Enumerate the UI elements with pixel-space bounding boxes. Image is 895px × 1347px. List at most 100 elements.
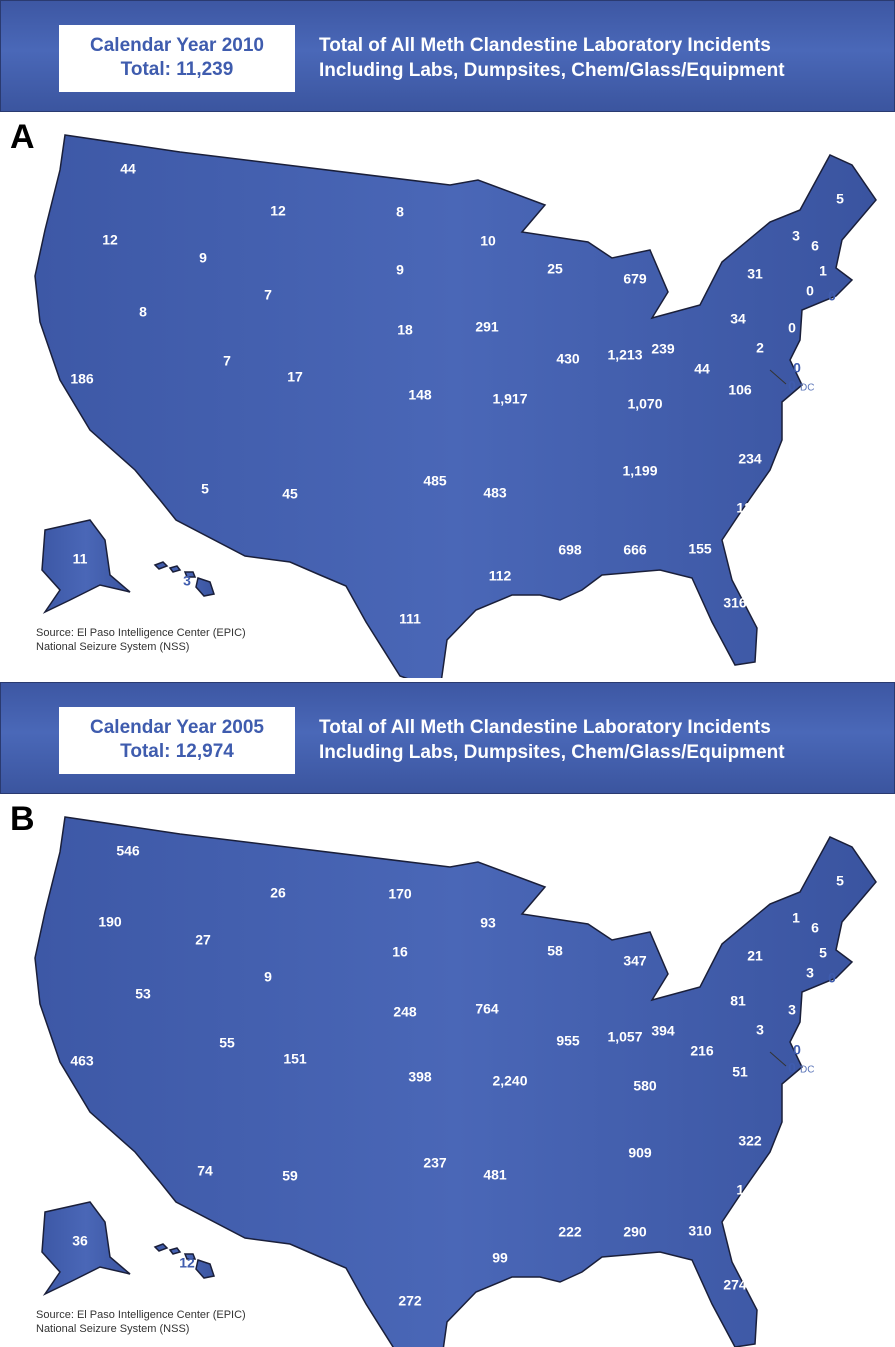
state-value-nv: 8 [139,304,147,320]
state-value-dc: 0 [788,378,796,394]
state-value-wa: 44 [120,161,136,177]
state-value-wy: 7 [264,287,272,303]
state-value-ga: 155 [688,541,712,557]
state-value-mn: 93 [480,915,496,931]
state-value-co: 17 [287,369,303,385]
state-value-az: 74 [197,1163,213,1179]
state-value-mn: 10 [480,233,496,249]
state-value-md: 2 [756,340,764,356]
hawaii-shape [153,561,215,597]
state-value-ky: 1,070 [627,396,662,412]
state-value-la: 112 [489,568,512,584]
total-count: Total: 11,239 [120,59,234,80]
source-line-2: National Seizure System (NSS) [36,1323,190,1335]
description-line-1: Total of All Meth Clandestine Laboratory… [319,35,771,56]
panel-label: A [10,118,35,156]
state-value-de: 0 [793,1042,801,1058]
state-value-me: 5 [836,873,844,889]
state-value-fl: 274 [723,1277,747,1293]
state-value-il: 955 [556,1033,580,1049]
state-value-ma: 1 [819,263,827,279]
state-value-ny: 21 [747,948,763,964]
state-value-ia: 764 [475,1001,499,1017]
total-count: Total: 12,974 [120,741,234,762]
state-value-or: 12 [102,232,118,248]
state-value-il: 430 [556,351,580,367]
panel-header: Calendar Year 2005 Total: 12,974 Total o… [0,682,895,794]
header-description: Total of All Meth Clandestine Laboratory… [319,715,785,765]
state-value-de: 0 [793,360,801,376]
state-value-ar: 481 [483,1167,507,1183]
year-title: Calendar Year 2005 [90,717,264,738]
state-value-tn: 909 [628,1145,652,1161]
source-line-2: National Seizure System (NSS) [36,641,190,653]
state-value-wi: 58 [547,943,563,959]
contiguous-us-shape [34,134,877,678]
state-value-ky: 580 [633,1078,657,1094]
state-value-ne: 248 [393,1004,417,1020]
state-value-co: 151 [283,1051,307,1067]
state-value-ct: 3 [806,965,814,981]
state-value-id: 9 [199,250,207,266]
state-value-nm: 45 [282,486,298,502]
state-value-mo: 1,917 [492,391,527,407]
state-value-nc: 322 [738,1133,762,1149]
state-value-la: 99 [492,1250,508,1266]
state-value-mi: 347 [623,953,647,969]
state-value-ri: 0 [828,970,836,986]
state-value-sd: 9 [396,262,404,278]
state-value-ms: 222 [558,1224,582,1240]
year-total-box: Calendar Year 2005 Total: 12,974 [59,707,295,774]
state-value-hi: 3 [183,573,191,589]
description-line-1: Total of All Meth Clandestine Laboratory… [319,717,771,738]
state-value-ok: 237 [423,1155,447,1171]
state-value-ne: 18 [397,322,413,338]
state-value-sd: 16 [392,944,408,960]
state-value-ut: 55 [219,1035,235,1051]
state-value-nh: 6 [811,920,819,936]
state-value-wa: 546 [116,843,140,859]
state-value-ny: 31 [747,266,763,282]
state-value-ma: 5 [819,945,827,961]
source-note: Source: El Paso Intelligence Center (EPI… [36,1308,246,1336]
state-value-or: 190 [98,914,122,930]
state-value-tx: 272 [398,1293,422,1309]
state-value-wv: 44 [694,361,710,377]
state-value-al: 666 [623,542,647,558]
state-value-ct: 0 [806,283,814,299]
year-total-box: Calendar Year 2010 Total: 11,239 [59,25,295,92]
year-title: Calendar Year 2010 [90,35,264,56]
panel-label: B [10,800,35,838]
contiguous-us-shape [34,816,877,1347]
state-value-wi: 25 [547,261,563,277]
state-value-va: 106 [728,382,752,398]
state-value-nj: 0 [788,320,796,336]
state-value-pa: 81 [730,993,746,1009]
description-line-2: Including Labs, Dumpsites, Chem/Glass/Eq… [319,60,785,81]
state-value-mi: 679 [623,271,647,287]
state-value-nm: 59 [282,1168,298,1184]
source-note: Source: El Paso Intelligence Center (EPI… [36,626,246,654]
panel-2005: Calendar Year 2005 Total: 12,974 Total o… [0,682,895,1347]
state-value-nd: 8 [396,204,404,220]
state-value-oh: 239 [651,341,675,357]
alaska-shape [41,1201,131,1296]
state-value-ca: 186 [70,371,94,387]
state-value-ri: 0 [828,288,836,304]
state-value-wy: 9 [264,969,272,985]
state-value-in: 1,213 [607,347,642,363]
state-value-pa: 34 [730,311,746,327]
state-value-mo: 2,240 [492,1073,527,1089]
state-value-tn: 1,199 [622,463,657,479]
state-value-oh: 394 [651,1023,675,1039]
state-value-dc: 0 [788,1060,796,1076]
state-value-fl: 316 [723,595,747,611]
state-value-tx: 111 [399,611,421,627]
state-value-ar: 483 [483,485,507,501]
state-value-ia: 291 [475,319,499,335]
state-value-in: 1,057 [607,1029,642,1045]
source-line-1: Source: El Paso Intelligence Center (EPI… [36,627,246,639]
state-value-ks: 398 [408,1069,432,1085]
